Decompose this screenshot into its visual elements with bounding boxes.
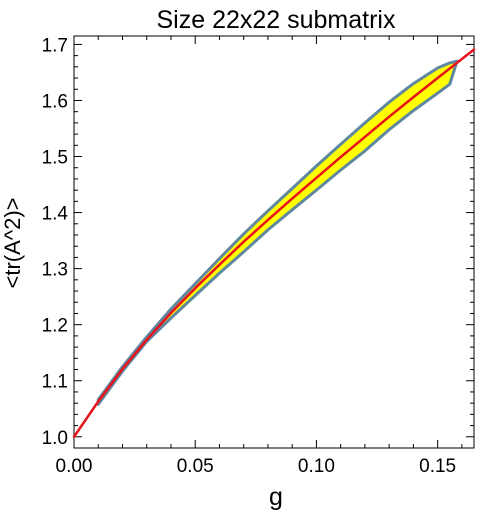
- y-tick-label: 1.1: [42, 372, 68, 393]
- x-tick-label: 0.15: [419, 456, 456, 477]
- plot-frame: [73, 35, 475, 449]
- x-tick-label: 0.00: [56, 456, 93, 477]
- series-line: [72, 48, 476, 439]
- y-tick-label: 1.7: [42, 35, 68, 56]
- y-tick-label: 1.2: [42, 316, 68, 337]
- confidence-band: [96, 59, 459, 406]
- x-tick-label: 0.10: [298, 456, 335, 477]
- y-tick-label: 1.3: [42, 260, 68, 281]
- chart-title: Size 22x22 submatrix: [156, 6, 396, 34]
- y-axis-label: <tr(A^2)>: [0, 197, 25, 288]
- y-tick-label: 1.4: [42, 204, 69, 225]
- y-tick-label: 1.5: [42, 148, 68, 169]
- x-tick-label: 0.05: [177, 456, 214, 477]
- plot-area: 0.00 0.05 0.10 0.15 1.0 1.1 1.2 1.3 1.4 1.5 1.6 1.7: [42, 35, 476, 477]
- y-tick-label: 1.0: [42, 428, 68, 449]
- y-tick-label: 1.6: [42, 91, 68, 112]
- x-axis-label: g: [269, 483, 283, 511]
